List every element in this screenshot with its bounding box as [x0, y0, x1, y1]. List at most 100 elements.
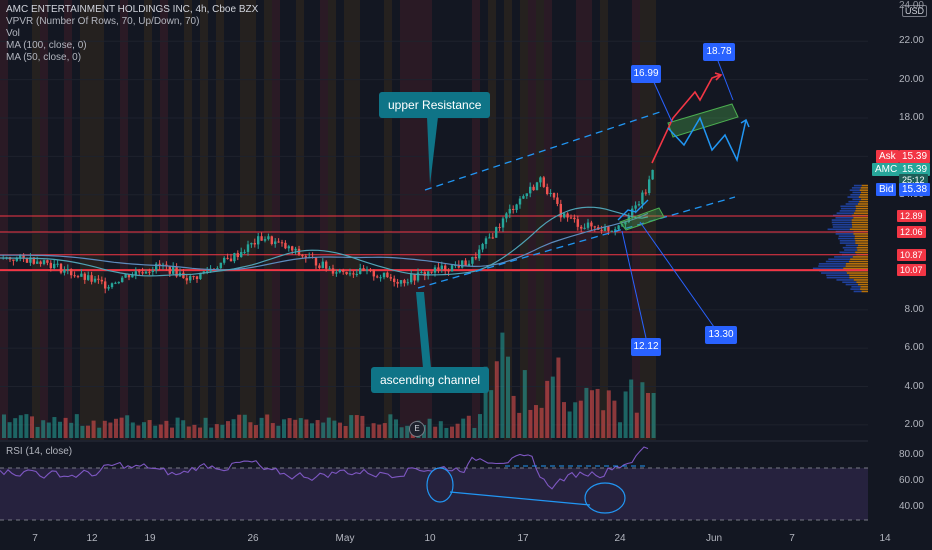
indicator-vol[interactable]: Vol	[6, 28, 20, 39]
bg-stripe	[184, 0, 192, 440]
candle-body	[365, 269, 369, 271]
rsi-highlight-ellipse	[426, 467, 454, 503]
earnings-marker[interactable]: E	[409, 421, 425, 437]
profile-bar-down	[851, 221, 868, 224]
candle-body	[566, 213, 569, 218]
rsi-legend[interactable]: RSI (14, close)	[6, 446, 73, 457]
indicator-ma50[interactable]: MA (50, close, 0)	[6, 52, 82, 63]
target-leader-16-99	[651, 77, 673, 123]
profile-bar-up	[832, 214, 853, 217]
candle-body	[229, 258, 233, 262]
candle-body	[36, 261, 39, 264]
target-label-18-78[interactable]: 18.78	[703, 43, 735, 61]
volume-bar	[534, 405, 538, 438]
candle-body	[644, 192, 647, 194]
candle-body	[260, 236, 263, 241]
candle-body	[131, 274, 134, 278]
upper-resistance-label[interactable]: upper Resistance	[379, 92, 491, 118]
ask-tag: Ask	[876, 150, 899, 163]
candle-body	[104, 281, 107, 289]
candle-body	[46, 260, 49, 263]
candle-body	[294, 248, 297, 251]
candle-body	[76, 276, 80, 278]
volume-bar	[91, 420, 96, 438]
volume-bar	[556, 357, 561, 438]
bg-stripe	[80, 0, 88, 440]
bid-tag: Bid	[876, 183, 897, 196]
candle-body	[484, 238, 488, 245]
volume-bar	[377, 424, 382, 438]
volume-bar	[270, 423, 275, 438]
volume-bar	[136, 425, 141, 438]
volume-bar	[506, 356, 510, 438]
candle-body	[12, 259, 15, 261]
bg-stripe	[424, 0, 432, 440]
volume-bar	[326, 417, 331, 438]
profile-bar-down	[860, 198, 868, 201]
volume-bar	[466, 415, 471, 438]
ascending-channel-label[interactable]: ascending channel	[371, 367, 490, 393]
profile-bar-up	[851, 286, 861, 288]
currency-label: USD	[901, 5, 927, 17]
candle-body	[216, 268, 219, 270]
indicator-vpvr[interactable]: VPVR (Number Of Rows, 70, Up/Down, 70)	[6, 16, 200, 27]
profile-bar-down	[855, 240, 868, 242]
profile-bar-down	[852, 214, 868, 217]
candle-body	[70, 269, 73, 276]
candle-body	[508, 208, 511, 214]
candle-body	[535, 182, 539, 191]
profile-bar-up	[853, 290, 862, 293]
profile-bar-up	[839, 210, 856, 212]
candle-body	[427, 271, 430, 276]
volume-bar	[427, 418, 432, 438]
candle-body	[100, 279, 103, 282]
profile-bar-up	[850, 288, 861, 290]
candle-body	[226, 257, 229, 259]
bg-stripe	[400, 0, 408, 440]
time-tick: 10	[424, 533, 436, 544]
profile-bar-down	[855, 207, 868, 210]
candle-body	[396, 281, 399, 284]
candle-body	[416, 272, 420, 281]
target-label-12-12[interactable]: 12.12	[631, 338, 661, 356]
profile-bar-down	[855, 251, 868, 254]
volume-bar	[24, 414, 29, 438]
candle-body	[420, 272, 423, 274]
volume-bar	[293, 419, 298, 438]
volume-bar	[405, 425, 410, 438]
candle-body	[399, 280, 403, 284]
candle-body	[32, 257, 35, 264]
bg-stripe	[384, 0, 392, 440]
profile-bar-up	[848, 200, 860, 203]
price-tick: 4.00	[904, 380, 924, 392]
candle-body	[406, 282, 409, 284]
target-label-16-99[interactable]: 16.99	[631, 65, 661, 83]
profile-bar-up	[850, 193, 861, 196]
profile-bar-up	[845, 244, 858, 247]
price-tick: 6.00	[904, 342, 924, 354]
candle-body	[634, 205, 637, 209]
rsi-highlight-ellipse	[584, 482, 626, 514]
indicator-ma100[interactable]: MA (100, close, 0)	[6, 40, 87, 51]
volume-bar	[343, 426, 348, 438]
candle-body	[114, 282, 117, 284]
profile-bar-up	[821, 272, 847, 274]
candle-body	[376, 276, 379, 278]
rsi-tick: 60.00	[898, 475, 924, 486]
profile-bar-up	[851, 187, 861, 189]
volume-bar	[562, 402, 566, 438]
candle-body	[556, 197, 559, 204]
volume-bar	[444, 427, 449, 438]
volume-bar	[80, 425, 85, 438]
volume-bar	[2, 414, 6, 438]
profile-bar-down	[851, 219, 868, 221]
target-box	[667, 103, 739, 138]
candle-body	[189, 276, 192, 281]
target-label-13-30[interactable]: 13.30	[705, 326, 737, 344]
ma-50-line	[0, 206, 649, 277]
volume-bar	[601, 410, 606, 438]
profile-bar-up	[831, 221, 852, 224]
candle-body	[532, 186, 535, 191]
bg-stripe	[488, 0, 496, 440]
